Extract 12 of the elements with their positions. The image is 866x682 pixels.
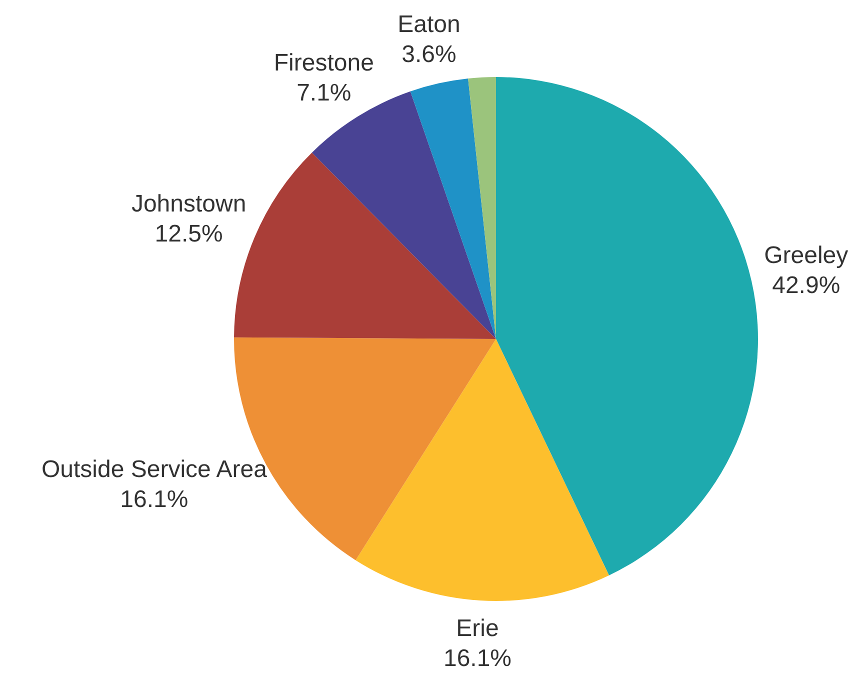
data-label: 42.9% [772,272,840,299]
slice-label: Erie [456,615,499,642]
data-label: 12.5% [154,220,223,248]
data-label: 16.1% [443,645,512,672]
slice-label: Firestone [274,50,374,77]
slice-label: Greeley [764,242,848,269]
data-label: 16.1% [120,486,188,514]
data-label: 7.1% [296,80,352,107]
slice-label: Outside Service Area [41,456,268,484]
data-label: 3.6% [402,40,456,68]
slice-label: Eaton [398,10,460,38]
slice-label: Johnstown [131,190,246,218]
